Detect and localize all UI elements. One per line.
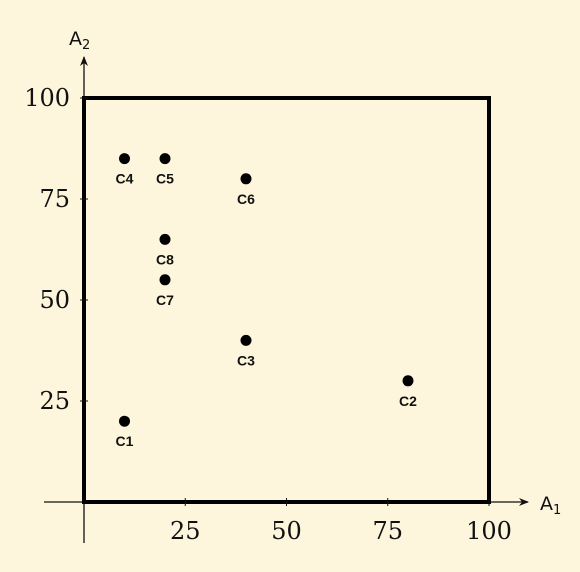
data-point-c2 bbox=[402, 375, 414, 387]
data-points: C1 C2 C3 C4 C5 C6 C7 C8 bbox=[116, 153, 417, 449]
data-point-c4 bbox=[119, 153, 130, 165]
data-point-c8 bbox=[159, 233, 171, 245]
axis-ticks: 25 50 75 100 25 50 75 100 bbox=[24, 84, 512, 545]
x-axis-title: A1 bbox=[540, 493, 561, 518]
x-tick-label: 75 bbox=[372, 517, 403, 545]
point-label-c1: C1 bbox=[116, 433, 134, 449]
x-tick-label: 25 bbox=[170, 517, 201, 545]
data-point-c5 bbox=[159, 153, 171, 165]
point-label-c3: C3 bbox=[237, 352, 255, 368]
data-point-c6 bbox=[240, 173, 252, 185]
point-label-c7: C7 bbox=[156, 292, 174, 308]
y-axis-title: A2 bbox=[69, 28, 90, 53]
plot-bounding-box bbox=[82, 96, 491, 504]
data-point-c3 bbox=[240, 334, 252, 346]
point-label-c5: C5 bbox=[156, 171, 174, 187]
y-tick-label: 50 bbox=[39, 286, 70, 314]
y-tick-label: 25 bbox=[39, 387, 70, 415]
point-label-c4: C4 bbox=[116, 171, 134, 187]
data-point-c7 bbox=[159, 274, 171, 286]
x-tick-label: 100 bbox=[466, 517, 512, 545]
data-point-c1 bbox=[119, 415, 130, 427]
x-tick-label: 50 bbox=[271, 517, 302, 545]
point-label-c6: C6 bbox=[237, 191, 255, 207]
y-tick-label: 75 bbox=[39, 185, 70, 213]
point-label-c2: C2 bbox=[399, 393, 417, 409]
point-label-c8: C8 bbox=[156, 251, 174, 267]
y-tick-label: 100 bbox=[24, 84, 70, 112]
